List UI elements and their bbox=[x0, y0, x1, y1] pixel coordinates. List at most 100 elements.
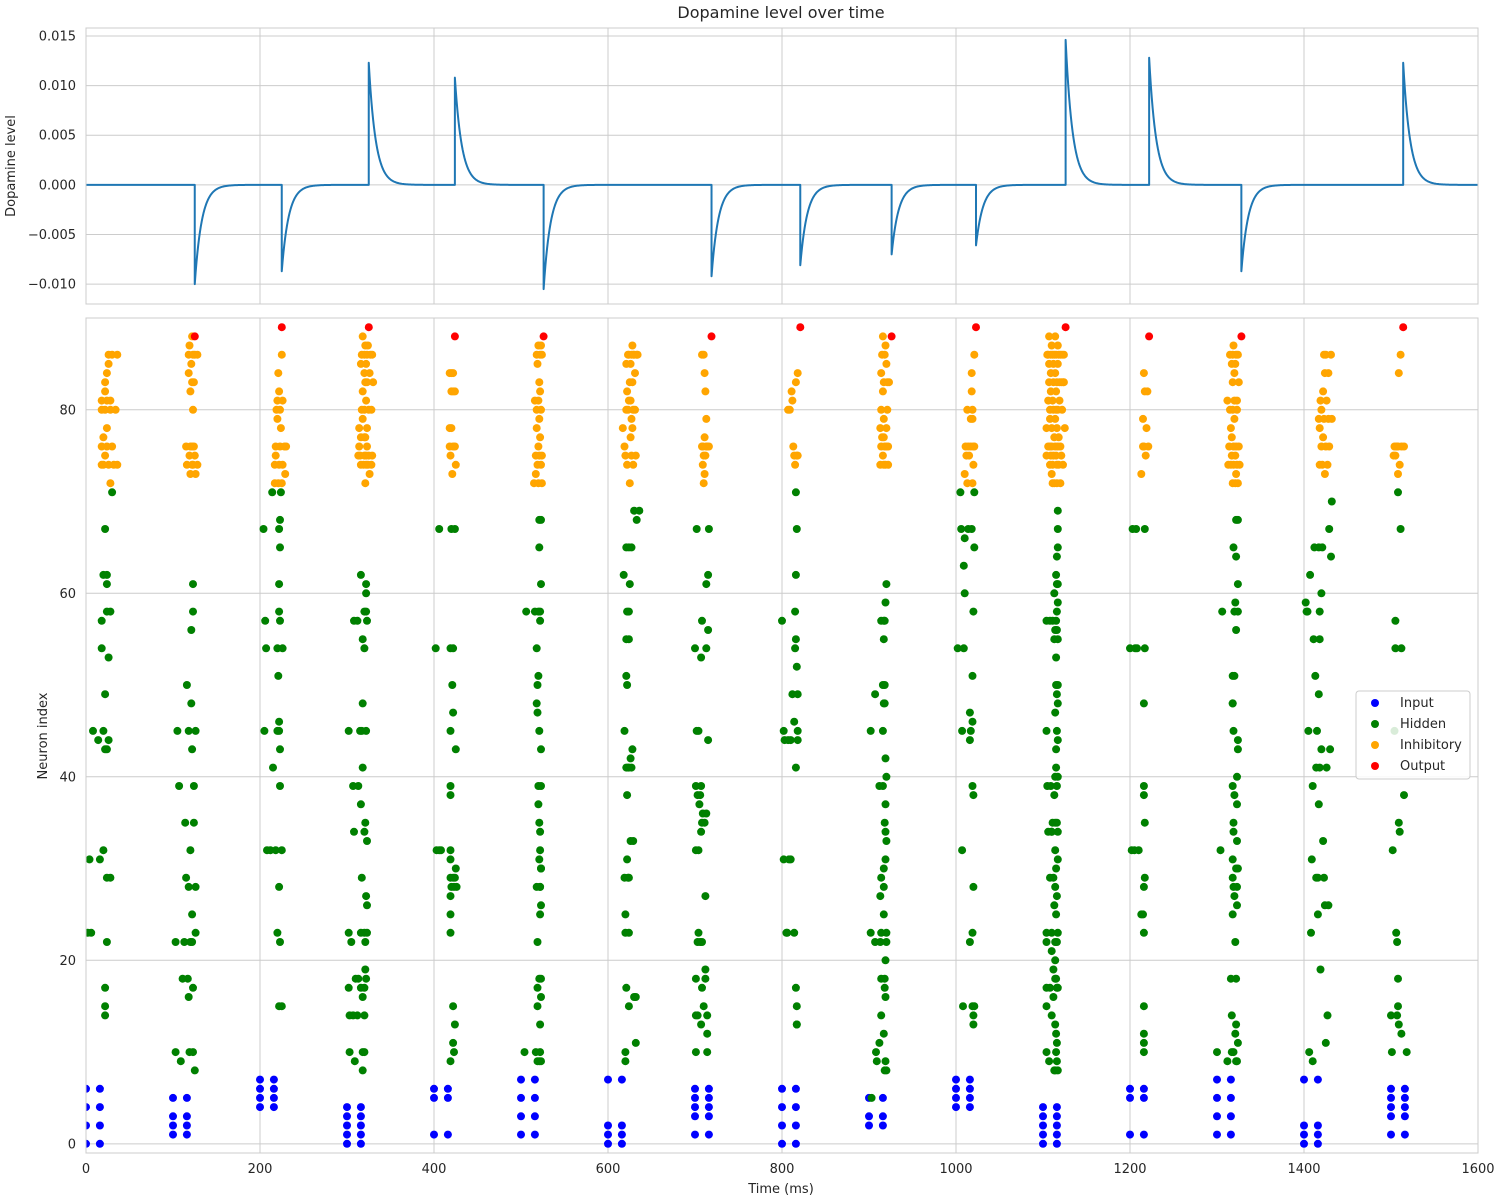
spike-hidden bbox=[704, 626, 713, 634]
spike-hidden bbox=[446, 855, 455, 864]
spike-hidden bbox=[696, 791, 705, 800]
spike-hidden bbox=[534, 671, 543, 680]
spike-hidden bbox=[191, 726, 200, 735]
spike-inhibitory bbox=[1143, 387, 1152, 396]
spike-hidden bbox=[361, 965, 370, 974]
spike-hidden bbox=[102, 745, 111, 754]
spike-hidden bbox=[537, 782, 545, 790]
spike-inhibitory bbox=[99, 433, 108, 442]
spike-hidden bbox=[1232, 626, 1241, 634]
dopamine-y-tick-label: 0.005 bbox=[39, 129, 76, 144]
spike-input bbox=[1052, 1103, 1061, 1112]
spike-input bbox=[1052, 1130, 1061, 1139]
spike-hidden bbox=[879, 910, 888, 919]
spike-hidden bbox=[87, 928, 96, 937]
spike-hidden bbox=[1396, 525, 1405, 533]
spike-hidden bbox=[959, 644, 968, 653]
spike-hidden bbox=[624, 873, 633, 882]
spike-input bbox=[1387, 1084, 1395, 1093]
spike-inhibitory bbox=[1233, 350, 1242, 359]
spike-hidden bbox=[786, 736, 795, 745]
spike-hidden bbox=[691, 644, 699, 653]
spike-hidden bbox=[182, 681, 191, 689]
spike-hidden bbox=[1140, 644, 1149, 653]
spike-inhibitory bbox=[369, 378, 378, 387]
spike-inhibitory bbox=[969, 460, 978, 469]
spike-inhibitory bbox=[363, 378, 371, 387]
spike-hidden bbox=[697, 782, 706, 790]
spike-hidden bbox=[537, 580, 545, 589]
spike-input bbox=[256, 1084, 264, 1093]
spike-hidden bbox=[533, 983, 542, 992]
spike-input bbox=[1039, 1112, 1047, 1121]
spike-inhibitory bbox=[532, 424, 541, 433]
spike-hidden bbox=[699, 1002, 708, 1011]
spike-hidden bbox=[1046, 983, 1054, 992]
spike-inhibitory bbox=[877, 369, 886, 378]
spike-input bbox=[182, 1130, 191, 1139]
spike-inhibitory bbox=[363, 341, 372, 350]
legend-marker-inhibitory bbox=[1371, 741, 1379, 749]
spike-inhibitory bbox=[1322, 396, 1331, 405]
spike-hidden bbox=[792, 1002, 801, 1011]
spike-hidden bbox=[1391, 644, 1400, 653]
spike-input bbox=[617, 1075, 626, 1084]
spike-hidden bbox=[537, 745, 545, 754]
spike-hidden bbox=[632, 515, 641, 524]
spike-hidden bbox=[1052, 938, 1061, 946]
spike-inhibitory bbox=[1327, 414, 1336, 423]
spike-hidden bbox=[881, 1057, 890, 1066]
spike-inhibitory bbox=[883, 405, 892, 414]
spike-inhibitory bbox=[1045, 332, 1054, 341]
spike-inhibitory bbox=[189, 405, 197, 414]
spike-hidden bbox=[535, 726, 544, 735]
spike-hidden bbox=[1052, 552, 1061, 561]
spike-hidden bbox=[1315, 607, 1324, 616]
spike-output bbox=[796, 323, 805, 332]
spike-hidden bbox=[697, 653, 706, 662]
spike-inhibitory bbox=[363, 442, 371, 451]
spike-hidden bbox=[1229, 1048, 1238, 1057]
spike-inhibitory bbox=[879, 414, 888, 423]
raster-x-tick-label: 1000 bbox=[939, 1162, 972, 1177]
spike-input bbox=[256, 1103, 264, 1112]
spike-hidden bbox=[186, 846, 195, 855]
spike-hidden bbox=[960, 589, 969, 598]
spike-inhibitory bbox=[450, 442, 459, 451]
spike-hidden bbox=[1047, 827, 1056, 836]
spike-inhibitory bbox=[278, 396, 287, 405]
spike-hidden bbox=[1321, 1038, 1330, 1047]
spike-hidden bbox=[360, 983, 369, 992]
spike-inhibitory bbox=[968, 414, 977, 423]
spike-hidden bbox=[1052, 763, 1061, 772]
spike-hidden bbox=[779, 726, 788, 735]
spike-inhibitory bbox=[785, 405, 794, 414]
spike-hidden bbox=[362, 892, 371, 901]
spike-hidden bbox=[1139, 910, 1147, 919]
spike-hidden bbox=[449, 708, 458, 717]
spike-input bbox=[691, 1084, 699, 1093]
spike-hidden bbox=[173, 726, 182, 735]
spike-hidden bbox=[362, 974, 371, 983]
spike-hidden bbox=[171, 938, 180, 946]
spike-hidden bbox=[631, 993, 640, 1001]
spike-inhibitory bbox=[358, 414, 367, 423]
spike-hidden bbox=[791, 763, 800, 772]
spike-input bbox=[517, 1093, 525, 1102]
spike-output bbox=[887, 332, 896, 341]
spike-hidden bbox=[969, 882, 978, 891]
spike-input bbox=[343, 1139, 351, 1148]
spike-inhibitory bbox=[1228, 378, 1237, 387]
legend-marker-input bbox=[1371, 699, 1379, 707]
spike-input bbox=[1139, 1093, 1148, 1102]
spike-hidden bbox=[623, 791, 632, 800]
spike-inhibitory bbox=[537, 405, 545, 414]
spike-input bbox=[778, 1084, 786, 1093]
spike-hidden bbox=[537, 515, 545, 524]
spike-hidden bbox=[520, 1048, 529, 1057]
spike-hidden bbox=[1053, 699, 1062, 708]
spike-output bbox=[364, 323, 373, 332]
spike-hidden bbox=[969, 1020, 978, 1029]
spike-inhibitory bbox=[620, 442, 629, 451]
spike-hidden bbox=[1049, 993, 1058, 1001]
